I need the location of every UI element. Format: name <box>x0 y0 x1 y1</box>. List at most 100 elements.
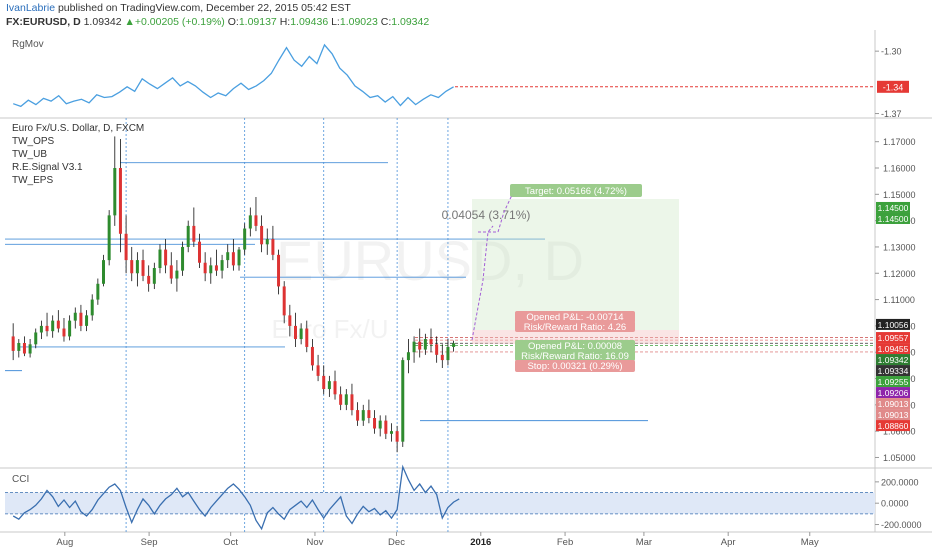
indicator-label: TW_EPS <box>12 175 53 186</box>
candle-body <box>118 168 122 234</box>
candle-body <box>429 339 433 345</box>
candle-body <box>373 418 377 429</box>
candle-body <box>293 325 297 340</box>
candle-body <box>34 332 38 345</box>
price-badge-label: 1.09455 <box>878 344 909 354</box>
candle-body <box>356 410 360 421</box>
candle-body <box>231 252 235 266</box>
time-tick-label: Dec <box>388 537 405 548</box>
candle-body <box>412 341 416 353</box>
candle-body <box>214 265 218 271</box>
short-pl-label: Opened P&L: -0.00714 <box>526 312 623 323</box>
stop-label: Stop: 0.00321 (0.29%) <box>527 361 622 372</box>
price-badge <box>876 354 910 366</box>
cci-tick-label: 200.0000 <box>881 477 919 487</box>
chart-header: IvanLabrie published on TradingView.com,… <box>0 0 932 30</box>
time-tick-label: Apr <box>721 537 736 548</box>
candle-body <box>243 228 247 250</box>
price-badge <box>876 212 910 224</box>
candle-body <box>141 260 145 276</box>
price-tick-label: 1.11000 <box>883 295 915 305</box>
candle-body <box>62 328 66 337</box>
indicator-label: TW_OPS <box>12 136 55 147</box>
close-label: C: <box>380 16 392 28</box>
candle-body <box>299 328 303 340</box>
price-badge-label: 1.09013 <box>878 399 909 409</box>
candle-body <box>389 431 393 434</box>
open-label: O: <box>227 16 239 28</box>
time-tick-label: Feb <box>557 537 573 548</box>
candle-body <box>265 239 269 245</box>
candle-body <box>164 249 168 266</box>
pane-titles: RgMov Euro Fx/U.S. Dollar, D, FXCM TW_OP… <box>12 39 144 485</box>
candle-body <box>56 320 60 329</box>
projection-path-2 <box>478 194 513 233</box>
price-badge-label: 1.14500 <box>878 203 909 213</box>
candle-body <box>96 283 100 300</box>
candle-body <box>113 168 117 216</box>
cci-tick-label: 0.0000 <box>881 499 909 509</box>
author-link[interactable]: IvanLabrie <box>6 2 56 14</box>
price-tick-label: 1.12000 <box>883 269 916 279</box>
candle-body <box>435 344 439 355</box>
candle-body <box>226 252 230 261</box>
stop-box <box>515 360 635 372</box>
last-price: 1.09342 <box>83 16 122 28</box>
rgmov-series-line <box>12 43 454 108</box>
publish-line: IvanLabrie published on TradingView.com,… <box>6 1 351 15</box>
price-tick-label: 1.15000 <box>883 190 916 200</box>
candle-body <box>446 346 450 361</box>
candle-body <box>305 328 309 347</box>
rgmov-tick-label: -1.37 <box>881 109 902 119</box>
price-tick-label: 1.13000 <box>883 242 916 252</box>
candle-body <box>344 394 348 405</box>
price-badge-label: 1.09334 <box>878 366 909 376</box>
candle-body <box>288 315 292 326</box>
trade-annotations: Target: 0.05166 (4.72%) 0.04054 (3.71%) … <box>442 184 679 372</box>
candle-body <box>130 260 134 274</box>
candle-body <box>85 315 89 326</box>
high-value: 1.09436 <box>290 16 329 28</box>
target-label: Target: 0.05166 (4.72%) <box>525 186 627 197</box>
rgmov-title: RgMov <box>12 39 44 50</box>
candle-body <box>254 215 258 226</box>
price-badge-label: 1.08860 <box>878 421 909 431</box>
price-badge <box>876 201 910 213</box>
time-tick-label: Aug <box>56 537 73 548</box>
long-pl-label: Opened P&L: 0.00008 <box>528 341 622 352</box>
price-tick-label: 1.05000 <box>883 453 916 463</box>
symbol-label: FX:EURUSD, D <box>6 16 81 28</box>
price-tick-label: 1.16000 <box>883 164 916 174</box>
price-badge <box>876 318 910 330</box>
price-badge <box>876 420 910 432</box>
range-measure: 0.04054 (3.71%) <box>442 208 531 222</box>
candle-body <box>310 346 314 366</box>
long-risk-reward-label: Risk/Reward Ratio: 16.09 <box>521 351 629 362</box>
candle-body <box>322 375 326 390</box>
cci-series-line <box>12 464 460 531</box>
main-title: Euro Fx/U.S. Dollar, D, FXCM <box>12 123 144 134</box>
cci-tick-label: -200.0000 <box>881 520 922 530</box>
candle-body <box>361 410 365 421</box>
candle-body <box>68 320 72 337</box>
candle-body <box>378 420 382 429</box>
rgmov-reference-label: -1.34 <box>883 82 904 92</box>
open-value: 1.09137 <box>238 16 277 28</box>
time-tick-label: Mar <box>636 537 652 548</box>
candle-body <box>271 239 275 255</box>
close-value: 1.09342 <box>391 16 430 28</box>
time-tick-label: May <box>801 537 819 548</box>
candle-body <box>237 249 241 266</box>
candle-body <box>152 268 156 284</box>
short-pl-box <box>515 311 635 323</box>
candle-body <box>135 260 139 274</box>
candle-body <box>316 365 320 376</box>
candle-body <box>124 233 128 261</box>
long-risk-reward-box <box>515 350 635 361</box>
target-label-box <box>510 184 642 197</box>
price-badge-label: 1.10056 <box>878 320 909 330</box>
candle-body <box>181 246 185 271</box>
long-pl-box <box>515 340 635 352</box>
price-badge-label: 1.14500 <box>878 214 909 224</box>
